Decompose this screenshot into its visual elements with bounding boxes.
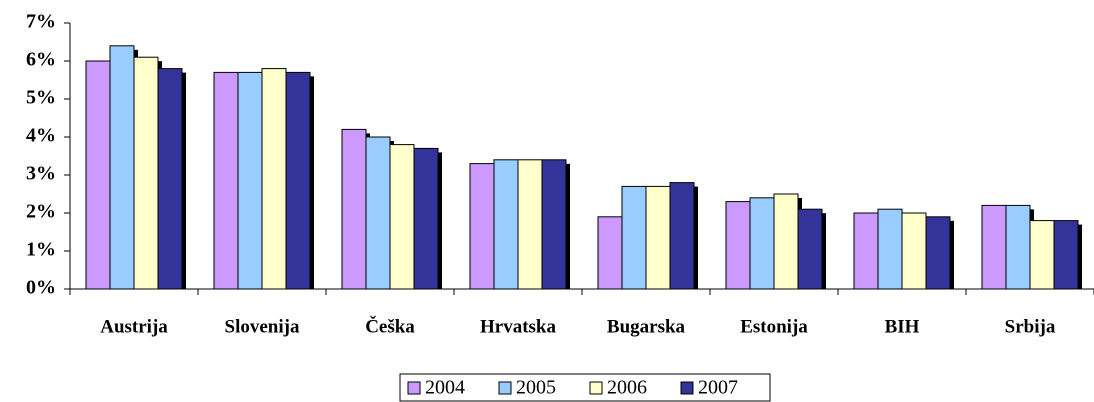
y-tick-label: 1% [26, 239, 56, 261]
bar [853, 212, 879, 290]
x-tick-label: Austrija [100, 316, 168, 337]
bar [901, 212, 927, 290]
bar [981, 204, 1007, 290]
bar [413, 147, 439, 290]
bar [1053, 220, 1079, 290]
bar [85, 60, 111, 290]
x-tick-label: Bugarska [607, 316, 686, 337]
y-tick-label: 4% [26, 125, 56, 147]
bar [133, 56, 159, 290]
legend-label: 2005 [516, 377, 556, 399]
bar [365, 136, 391, 290]
legend-label: 2007 [698, 377, 738, 399]
bar [341, 128, 367, 290]
bar [773, 193, 799, 290]
legend-label: 2006 [607, 377, 647, 399]
y-tick-label: 5% [26, 87, 56, 109]
bar [109, 45, 135, 290]
bar [285, 71, 311, 290]
legend-swatch [680, 381, 694, 395]
y-tick-label: 7% [26, 11, 56, 33]
y-tick-label: 2% [26, 201, 56, 223]
bar [669, 182, 695, 290]
bar [389, 144, 415, 290]
x-tick-label: Srbija [1005, 316, 1056, 337]
bar [213, 71, 239, 290]
y-tick-label: 6% [26, 49, 56, 71]
bar [621, 185, 647, 290]
bar [157, 68, 183, 290]
bar [517, 159, 543, 290]
bar [749, 197, 775, 290]
bar [925, 216, 951, 290]
bar [797, 208, 823, 290]
legend-box [399, 373, 771, 402]
bar [541, 159, 567, 290]
x-tick-label: Češka [365, 315, 415, 337]
bar [261, 68, 287, 290]
bar [877, 208, 903, 290]
bar [1029, 220, 1055, 290]
legend-swatch [498, 381, 512, 395]
bar [493, 159, 519, 290]
bar [725, 201, 751, 290]
y-tick-label: 3% [26, 163, 56, 185]
legend-swatch [589, 381, 603, 395]
x-tick-label: Estonija [740, 316, 808, 337]
bar [237, 71, 263, 290]
legend-label: 2004 [425, 377, 465, 399]
x-tick-label: Slovenija [225, 316, 300, 337]
x-tick-label: Hrvatska [480, 316, 557, 337]
bar [469, 163, 495, 290]
bar [1005, 204, 1031, 290]
bar [645, 185, 671, 290]
x-tick-label: BIH [885, 316, 920, 337]
legend-swatch [407, 381, 421, 395]
bar [597, 216, 623, 290]
y-tick-label: 0% [26, 277, 56, 299]
